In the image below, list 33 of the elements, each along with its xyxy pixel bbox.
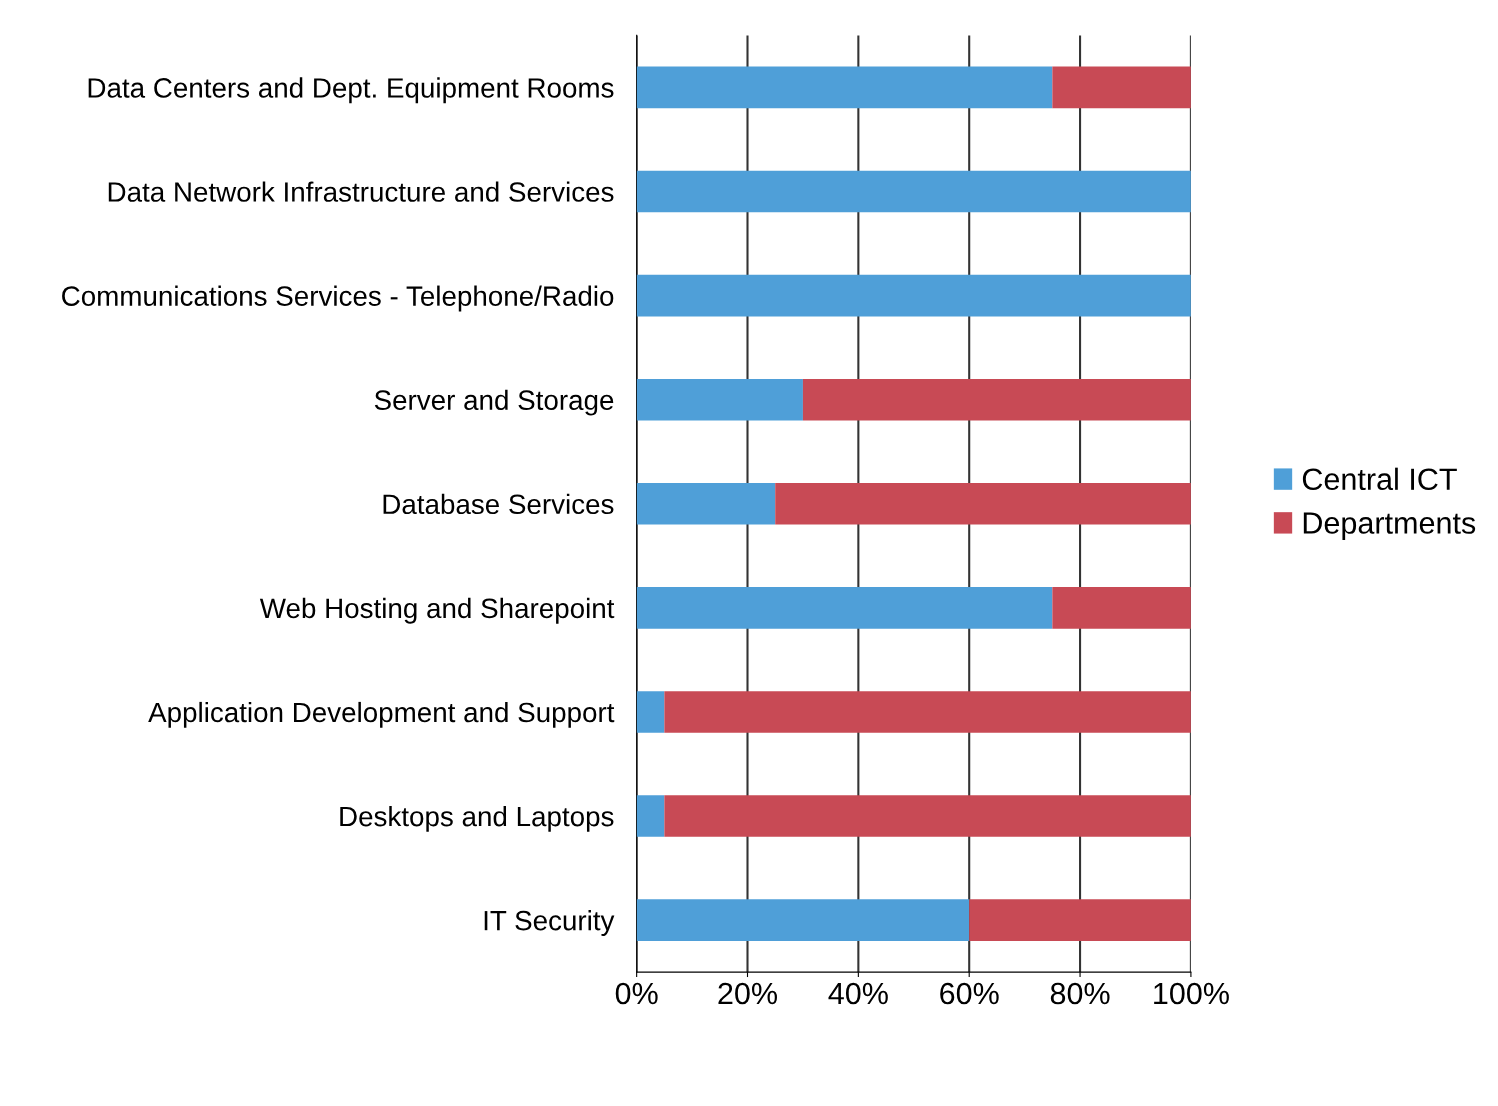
y-tick-label: Communications Services - Telephone/Radio [62, 285, 614, 312]
x-tick-label: 60% [940, 982, 999, 1005]
bar [664, 795, 1191, 837]
bar [636, 482, 776, 525]
y-tick-label: IT Security [484, 910, 615, 936]
legend-label: Departments [1303, 512, 1476, 540]
bar [636, 691, 665, 733]
x-tick-label: 40% [828, 982, 888, 1005]
legend-label: Central ICT [1302, 467, 1457, 491]
bar [636, 170, 1191, 213]
bar [969, 899, 1191, 941]
x-tick-label: 100% [1154, 982, 1229, 1005]
bar [636, 274, 1191, 317]
x-tick-label: 20% [718, 982, 777, 1005]
bar [802, 378, 1191, 421]
y-tick-label: Data Network Infrastructure and Services [108, 181, 614, 202]
bar [636, 66, 1053, 109]
bar [636, 899, 970, 941]
bar [664, 691, 1191, 733]
bar [775, 482, 1191, 525]
bar [636, 795, 665, 837]
bar [636, 587, 1053, 629]
x-tick-label: 0% [615, 982, 658, 1005]
y-tick-label: Server and Storage [374, 389, 614, 416]
bar [1052, 587, 1191, 629]
y-tick-label: Application Development and Support [148, 701, 615, 728]
y-tick-label: Web Hosting and Sharepoint [259, 597, 615, 624]
bar [1052, 66, 1191, 109]
bar [636, 378, 803, 421]
x-tick-label: 80% [1050, 982, 1110, 1005]
y-tick-label: Database Services [383, 493, 614, 515]
y-tick-label: Desktops and Laptops [340, 805, 614, 832]
y-tick-label: Data Centers and Dept. Equipment Rooms [88, 77, 614, 104]
